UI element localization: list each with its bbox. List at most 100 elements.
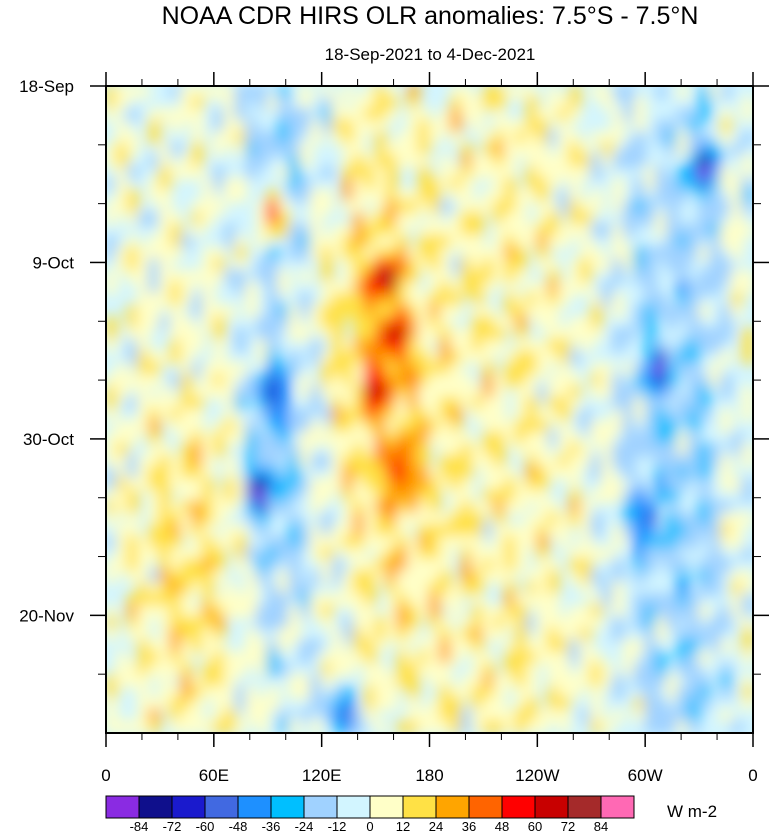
field-cell (266, 200, 280, 215)
field-cell (676, 350, 690, 365)
y-tick-label: 9-Oct (32, 253, 74, 272)
field-cell (482, 258, 496, 272)
field-cell (126, 316, 140, 330)
field-cell (137, 316, 151, 330)
field-cell (115, 489, 129, 503)
field-cell (374, 292, 388, 307)
field-cell (536, 258, 550, 272)
field-cell (342, 339, 356, 353)
field-cell (288, 524, 302, 538)
field-cell (644, 708, 657, 723)
field-cell (320, 593, 334, 607)
field-cell (158, 662, 172, 677)
field-cell (158, 385, 172, 399)
field-cell (665, 708, 679, 723)
field-cell (654, 362, 668, 376)
field-cell (460, 235, 474, 249)
colorbar-swatch (270, 795, 305, 819)
field-cell (525, 304, 539, 319)
field-cell (396, 339, 409, 353)
field-cell (428, 604, 442, 619)
field-cell (493, 420, 506, 434)
field-cell (363, 339, 377, 353)
field-cell (385, 108, 399, 122)
field-cell (460, 639, 474, 654)
field-cell (245, 708, 258, 723)
field-cell (460, 385, 474, 399)
field-cell (191, 304, 205, 319)
field-cell (428, 593, 442, 607)
field-cell (299, 142, 312, 157)
field-cell (158, 443, 172, 457)
field-cell (568, 316, 582, 330)
field-cell (126, 720, 140, 733)
field-cell (665, 373, 679, 388)
field-cell (363, 385, 377, 399)
field-cell (471, 524, 485, 538)
field-cell (353, 720, 366, 733)
field-cell (396, 547, 409, 561)
field-cell (622, 246, 636, 261)
field-cell (687, 685, 701, 700)
field-cell (633, 200, 647, 215)
field-cell (428, 292, 442, 307)
field-cell (223, 593, 237, 607)
field-cell (644, 593, 657, 607)
field-cell (169, 651, 183, 665)
field-cell (428, 547, 442, 561)
field-cell (180, 708, 194, 723)
field-cell (223, 477, 237, 492)
field-cell (202, 558, 215, 573)
field-cell (115, 720, 129, 733)
field-cell (342, 593, 356, 607)
field-cell (568, 558, 582, 573)
field-cell (654, 188, 668, 203)
field-cell (622, 200, 636, 215)
field-cell (396, 651, 409, 665)
field-cell (363, 489, 377, 503)
field-cell (363, 512, 377, 527)
field-cell (396, 362, 409, 376)
field-cell (741, 281, 753, 295)
field-cell (460, 350, 474, 365)
field-cell (633, 177, 647, 191)
field-cell (676, 512, 690, 527)
field-cell (654, 547, 668, 561)
field-cell (320, 535, 334, 550)
field-cell (126, 269, 140, 284)
field-cell (169, 108, 183, 122)
field-cell (115, 373, 129, 388)
field-cell (234, 477, 248, 492)
field-cell (741, 489, 753, 503)
colorbar-tick-label: 12 (396, 819, 410, 834)
field-cell (665, 200, 679, 215)
field-cell (471, 316, 485, 330)
field-cell (460, 674, 474, 688)
field-cell (277, 604, 291, 619)
field-cell (611, 616, 625, 631)
field-cell (363, 581, 377, 596)
field-cell (191, 96, 205, 111)
field-cell (223, 524, 237, 538)
field-cell (687, 720, 701, 733)
field-cell (633, 570, 647, 584)
field-cell (137, 593, 151, 607)
field-cell (665, 131, 679, 145)
field-cell (439, 350, 453, 365)
field-cell (277, 720, 291, 733)
field-cell (374, 316, 388, 330)
field-cell (212, 616, 226, 631)
field-cell (676, 570, 690, 584)
field-cell (288, 188, 302, 203)
field-cell (353, 477, 366, 492)
field-cell (439, 339, 453, 353)
field-cell (234, 96, 248, 111)
field-cell (385, 477, 399, 492)
field-cell (212, 316, 226, 330)
colorbar-swatch (600, 795, 635, 819)
field-cell (353, 350, 366, 365)
field-cell (536, 512, 550, 527)
x-axis: 0 60E 120E 180 120W 60W 0 (101, 72, 758, 785)
field-cell (180, 108, 194, 122)
field-cell (255, 570, 269, 584)
